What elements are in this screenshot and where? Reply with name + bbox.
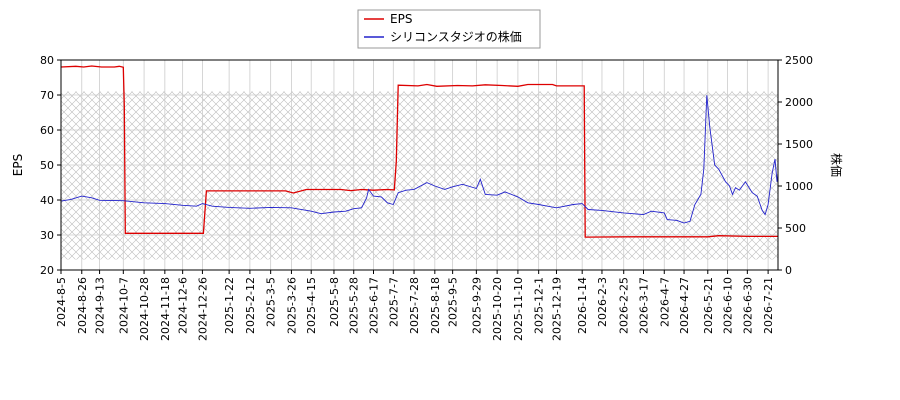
x-tick-label: 2026-6-10 <box>722 277 735 334</box>
x-tick-label: 2025-9-5 <box>447 277 460 327</box>
right-tick-label: 0 <box>785 264 792 277</box>
x-tick-label: 2026-1-14 <box>576 277 589 334</box>
left-tick-label: 80 <box>40 54 54 67</box>
right-tick-label: 1500 <box>785 138 813 151</box>
x-tick-label: 2025-11-10 <box>512 277 525 341</box>
legend-eps-label: EPS <box>390 12 412 26</box>
x-tick-label: 2025-3-5 <box>265 277 278 327</box>
x-tick-label: 2024-8-5 <box>55 277 68 327</box>
left-tick-label: 40 <box>40 194 54 207</box>
x-tick-label: 2026-4-7 <box>658 277 671 327</box>
x-tick-label: 2025-5-8 <box>328 277 341 327</box>
x-tick-label: 2025-3-26 <box>285 277 298 334</box>
right-tick-label: 500 <box>785 222 806 235</box>
left-tick-label: 50 <box>40 159 54 172</box>
x-tick-label: 2024-10-28 <box>138 277 151 341</box>
x-tick-label: 2024-12-26 <box>196 277 209 341</box>
x-tick-label: 2024-10-7 <box>117 277 130 334</box>
x-tick-label: 2025-10-20 <box>491 277 504 341</box>
hatched-band <box>61 91 778 260</box>
left-axis-title: EPS <box>11 154 25 176</box>
x-tick-label: 2026-2-25 <box>618 277 631 334</box>
legend-price-label: シリコンスタジオの株価 <box>390 29 522 44</box>
x-tick-label: 2025-6-17 <box>368 277 381 334</box>
x-axis: 2024-8-5 2024-8-26 2024-9-13 2024-10-7 2024-… <box>55 270 775 341</box>
x-tick-label: 2026-3-17 <box>638 277 651 334</box>
legend: EPS シリコンスタジオの株価 <box>357 9 541 49</box>
x-tick-label: 2024-12-6 <box>177 277 190 334</box>
x-tick-label: 2024-9-13 <box>94 277 107 334</box>
price-series-line <box>61 95 778 224</box>
x-tick-label: 2025-12-1 <box>533 277 546 334</box>
right-tick-label: 2000 <box>785 96 813 109</box>
x-tick-label: 2025-7-7 <box>387 277 400 327</box>
x-tick-label: 2025-12-19 <box>550 277 563 341</box>
x-tick-label: 2026-7-21 <box>762 277 775 334</box>
x-tick-label: 2025-4-15 <box>305 277 318 334</box>
eps-series-line <box>61 65 778 238</box>
left-tick-label: 70 <box>40 89 54 102</box>
x-tick-label: 2025-1-22 <box>223 277 236 334</box>
left-tick-label: 30 <box>40 229 54 242</box>
x-tick-label: 2026-2-3 <box>596 277 609 327</box>
left-axis: 20 30 40 50 60 70 80 <box>40 54 61 277</box>
right-tick-label: 1000 <box>785 180 813 193</box>
x-tick-label: 2026-6-30 <box>741 277 754 334</box>
x-tick-label: 2026-4-27 <box>678 277 691 334</box>
x-tick-label: 2024-8-26 <box>76 277 89 334</box>
right-axis: 0 500 1000 1500 2000 2500 <box>778 54 813 277</box>
x-tick-label: 2024-11-18 <box>159 277 172 341</box>
left-tick-label: 60 <box>40 124 54 137</box>
legend-box <box>357 9 541 49</box>
right-tick-label: 2500 <box>785 54 813 67</box>
x-tick-label: 2025-8-18 <box>429 277 442 334</box>
x-tick-label: 2025-7-28 <box>408 277 421 334</box>
x-tick-label: 2025-9-29 <box>470 277 483 334</box>
x-tick-label: 2025-2-12 <box>244 277 257 334</box>
grid-lines <box>60 59 778 271</box>
x-tick-label: 2026-5-21 <box>702 277 715 334</box>
x-tick-label: 2025-5-28 <box>348 277 361 334</box>
left-tick-label: 20 <box>40 264 54 277</box>
right-axis-title: 株価 <box>829 153 844 177</box>
